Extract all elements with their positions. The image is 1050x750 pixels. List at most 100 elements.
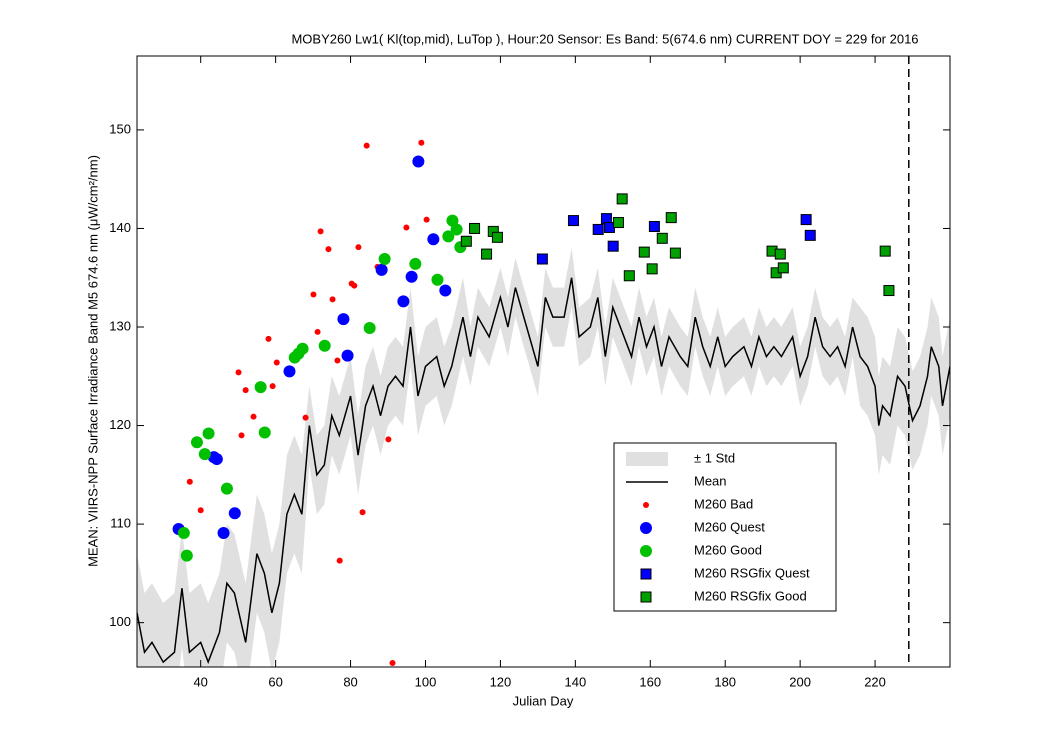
point <box>397 295 410 308</box>
axes-box <box>136 55 951 668</box>
y-tick-label: 130 <box>109 318 131 333</box>
point <box>210 453 223 466</box>
legend-label: M260 Bad <box>694 496 753 511</box>
point <box>177 526 190 539</box>
square-point <box>592 223 604 235</box>
point <box>375 263 388 276</box>
legend-label: ± 1 Std <box>694 450 735 465</box>
legend: ± 1 Std Mean M260 Bad M260 Quest M260 Good M2… <box>613 442 837 612</box>
point <box>378 253 391 266</box>
point <box>265 335 272 342</box>
y-tick-label: 120 <box>109 417 131 432</box>
point <box>198 448 211 461</box>
point <box>409 257 422 270</box>
point <box>238 432 245 439</box>
square-point <box>491 231 503 243</box>
point <box>228 507 241 520</box>
legend-label: M260 RSGfix Quest <box>694 565 810 580</box>
y-tick-label: 140 <box>109 220 131 235</box>
point <box>363 321 376 334</box>
x-tick-label: 180 <box>714 674 736 689</box>
legend-swatch <box>640 522 652 534</box>
point <box>197 507 204 514</box>
mean-line <box>137 277 950 665</box>
point <box>235 369 242 376</box>
point <box>273 359 280 366</box>
point <box>283 365 296 378</box>
legend-swatch <box>640 545 652 557</box>
y-tick-label: 100 <box>109 614 131 629</box>
x-tick-label: 80 <box>343 674 357 689</box>
point <box>314 328 321 335</box>
legend-label: M260 Quest <box>694 519 765 534</box>
square-point <box>774 248 786 260</box>
legend-swatch <box>640 568 652 580</box>
square-point <box>883 285 895 297</box>
point <box>220 482 233 495</box>
plot-area <box>137 56 950 667</box>
point <box>423 216 430 223</box>
legend-swatch <box>643 502 649 508</box>
point <box>359 509 366 516</box>
x-tick-label: 160 <box>639 674 661 689</box>
point <box>325 246 332 253</box>
point <box>336 557 343 564</box>
point <box>254 381 267 394</box>
x-tick-label: 60 <box>268 674 282 689</box>
point <box>431 273 444 286</box>
x-tick-label: 200 <box>789 674 811 689</box>
point <box>442 230 455 243</box>
point <box>217 526 230 539</box>
point <box>250 413 257 420</box>
point <box>355 244 362 251</box>
point <box>186 478 193 485</box>
square-point <box>481 248 493 260</box>
legend-label: M260 RSGfix Good <box>694 588 807 603</box>
square-point <box>879 245 891 257</box>
y-tick-label: 150 <box>109 121 131 136</box>
square-point <box>469 222 481 234</box>
point <box>302 414 309 421</box>
point <box>334 357 341 364</box>
point <box>258 426 271 439</box>
x-tick-label: 120 <box>490 674 512 689</box>
point <box>242 387 249 394</box>
y-axis-label: MEAN: VIIRS-NPP Surface Irradiance Band … <box>85 155 100 567</box>
x-tick-label: 100 <box>415 674 437 689</box>
square-point <box>536 253 548 265</box>
square-point <box>646 263 658 275</box>
square-point <box>777 262 789 274</box>
square-point <box>460 235 472 247</box>
x-tick-label: 220 <box>864 674 886 689</box>
point <box>341 349 354 362</box>
square-point <box>800 214 812 226</box>
square-point <box>607 240 619 252</box>
legend-label: Mean <box>694 473 727 488</box>
point <box>202 427 215 440</box>
x-axis-label: Julian Day <box>513 693 574 708</box>
point <box>269 383 276 390</box>
legend-label: M260 Good <box>694 542 762 557</box>
point <box>190 436 203 449</box>
point <box>351 282 358 289</box>
point <box>405 270 418 283</box>
point <box>450 223 463 236</box>
chart-title: MOBY260 Lw1( Kl(top,mid), LuTop ), Hour:… <box>291 31 918 46</box>
square-point <box>648 220 660 232</box>
point <box>180 549 193 562</box>
square-point <box>623 270 635 282</box>
point <box>329 296 336 303</box>
legend-swatch <box>626 452 668 466</box>
point <box>363 142 370 149</box>
square-point <box>638 246 650 258</box>
square-point <box>669 247 681 259</box>
point <box>412 155 425 168</box>
point <box>389 660 396 667</box>
square-point <box>616 193 628 205</box>
square-point <box>804 229 816 241</box>
x-tick-label: 40 <box>193 674 207 689</box>
square-point <box>665 212 677 224</box>
point <box>439 284 452 297</box>
point <box>337 313 350 326</box>
square-point <box>612 217 624 229</box>
